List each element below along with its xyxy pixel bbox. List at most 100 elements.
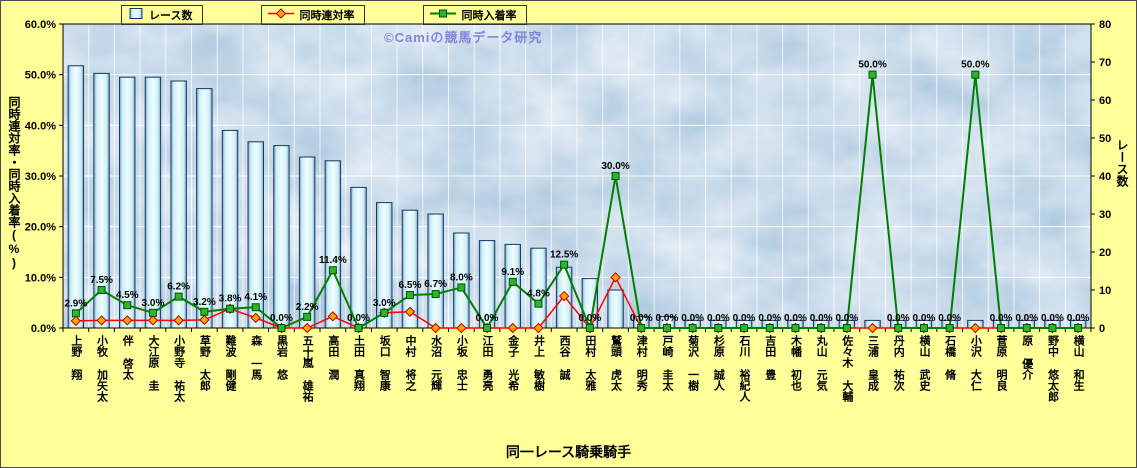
square-marker-icon — [354, 324, 363, 332]
diamond-marker-icon — [301, 322, 313, 334]
square-marker-icon — [714, 324, 723, 332]
diamond-marker-icon — [250, 312, 261, 324]
data-label: 50.0% — [961, 60, 989, 71]
diamond-marker-icon — [456, 322, 467, 334]
right-axis-tick-labels: 0 10 20 30 40 50 60 70 80 — [1099, 19, 1111, 335]
category-label: 井上 敏樹 — [532, 334, 546, 392]
square-marker-icon — [303, 312, 312, 321]
category-label: 鷲頭 虎太 — [610, 334, 624, 392]
data-label: 0.0% — [835, 313, 858, 324]
data-label: 4.5% — [116, 290, 139, 301]
right-axis-title: レース数 — [1115, 139, 1129, 187]
category-label: 小坂 忠士 — [455, 334, 469, 391]
data-label: 3.0% — [142, 298, 165, 309]
legend-item-rentai-rate[interactable]: 同時連対率 — [261, 5, 366, 25]
category-label: 五十嵐 雄祐 — [301, 335, 315, 403]
square-marker-icon — [1022, 324, 1031, 332]
data-label: 0.0% — [1067, 313, 1090, 324]
category-label: 佐々木 大輔 — [841, 334, 855, 403]
data-label: 0.0% — [630, 313, 653, 324]
category-label: 江田 勇亮 — [481, 334, 494, 392]
square-marker-icon — [251, 303, 260, 312]
data-label: 6.5% — [399, 280, 422, 291]
bar — [273, 145, 290, 329]
square-marker-icon — [97, 286, 106, 294]
data-label: 0.0% — [578, 313, 601, 324]
left-tick-label: 10.0% — [25, 272, 56, 284]
category-label: 戸崎 圭太 — [661, 335, 675, 392]
square-marker-icon — [71, 309, 80, 318]
data-label: 0.0% — [1041, 313, 1064, 324]
diamond-marker-icon — [610, 272, 621, 283]
category-label: 三浦 皇成 — [867, 335, 880, 392]
square-marker-icon — [148, 308, 157, 317]
data-label: 9.1% — [501, 267, 524, 278]
diamond-marker-icon — [404, 306, 416, 317]
right-tick-label: 50 — [1099, 133, 1111, 145]
data-label: 0.0% — [347, 313, 370, 324]
diamond-marker-icon — [430, 322, 441, 334]
category-label: 丹内 祐次 — [892, 335, 905, 392]
category-label: 原 優介 — [1021, 335, 1035, 380]
square-marker-icon — [560, 260, 569, 269]
bar-series-swatch-icon — [128, 8, 144, 22]
diamond-marker-icon — [122, 315, 133, 326]
data-label: 3.2% — [193, 297, 216, 308]
category-label: 石川 裕紀人 — [738, 335, 752, 402]
category-label: 田村 太雅 — [584, 335, 598, 392]
diamond-marker-icon — [867, 322, 878, 334]
square-marker-icon — [997, 324, 1006, 332]
right-tick-label: 80 — [1099, 19, 1111, 31]
category-label: 黒岩 悠 — [275, 335, 289, 380]
data-label: 12.5% — [550, 250, 578, 261]
right-tick-label: 30 — [1099, 209, 1111, 221]
diamond-marker-icon — [173, 315, 184, 326]
data-label: 30.0% — [601, 161, 629, 172]
data-label: 2.9% — [64, 298, 87, 309]
square-marker-icon — [508, 277, 517, 286]
square-marker-icon — [817, 324, 826, 332]
data-label: 0.0% — [913, 313, 936, 324]
bar — [427, 213, 444, 329]
category-label: 野中 悠太郎 — [1046, 335, 1060, 403]
category-label: 津村 明秀 — [635, 334, 649, 392]
legend-item-nyuchaku-rate[interactable]: 同時入着率 — [423, 5, 528, 25]
right-tick-label: 0 — [1099, 323, 1105, 335]
data-label: 8.0% — [450, 272, 473, 283]
category-label: 小野寺 祐太 — [173, 334, 187, 403]
watermark: ©Camiの競馬データ研究 — [384, 30, 543, 45]
square-marker-icon — [380, 308, 389, 317]
legend-item-race-count[interactable]: レース数 — [121, 5, 204, 25]
category-label: 水沼 元輝 — [430, 334, 443, 392]
category-label: 小沢 大仁 — [969, 334, 983, 392]
bar — [67, 65, 85, 329]
square-marker-icon — [431, 290, 440, 299]
category-label: 伴 啓太 — [121, 334, 135, 381]
bar — [350, 186, 367, 329]
data-label: 2.2% — [296, 302, 319, 313]
left-tick-label: 30.0% — [25, 171, 56, 183]
right-tick-label: 40 — [1099, 171, 1111, 183]
square-marker-icon — [791, 324, 800, 332]
data-label: 0.0% — [784, 313, 807, 324]
line-series-nyuchaku-rate — [71, 70, 1083, 332]
category-labels: 上野 翔小牧 加矢太伴 啓太 大江原 圭小野寺 祐太 草野 太郎 難波 剛健森 一馬黒… — [70, 334, 1085, 403]
data-label: 0.0% — [887, 313, 910, 324]
square-marker-icon — [174, 292, 183, 301]
category-label: 丸山 元気 — [815, 334, 829, 392]
data-label: 6.7% — [424, 279, 447, 290]
data-label: 0.0% — [681, 313, 704, 324]
category-label: 木幡 初也 — [789, 334, 803, 391]
data-label: 7.5% — [90, 275, 113, 286]
diamond-marker-icon — [558, 290, 570, 302]
red-line-diamond-swatch-icon — [268, 8, 295, 22]
data-label: 0.0% — [733, 313, 756, 324]
left-tick-label: 20.0% — [25, 222, 56, 234]
data-label: 0.0% — [476, 313, 499, 324]
category-label: 金子 光希 — [507, 334, 521, 392]
data-label: 0.0% — [758, 313, 781, 324]
square-marker-icon — [688, 324, 697, 332]
data-label: 11.4% — [319, 255, 347, 266]
category-label: 上野 翔 — [70, 334, 84, 381]
